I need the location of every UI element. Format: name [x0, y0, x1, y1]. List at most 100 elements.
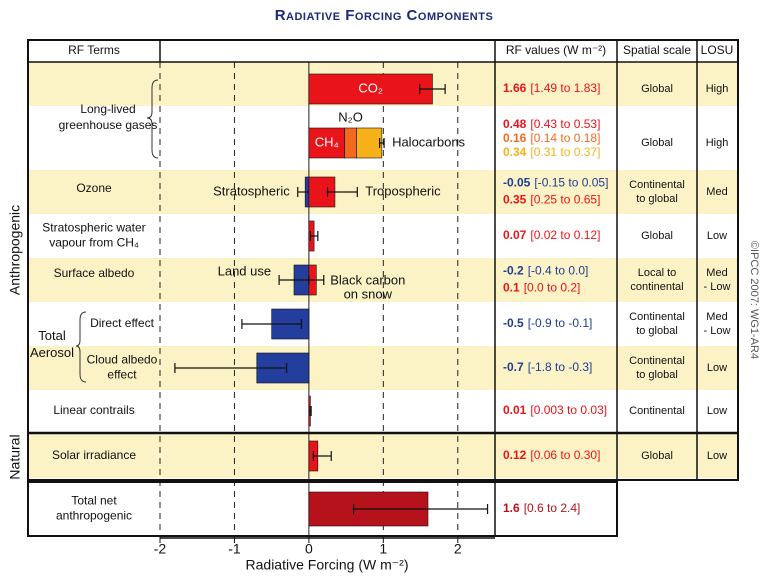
bar-label: Black carbon	[330, 272, 405, 287]
rf-value: -0.05 [-0.15 to 0.05]	[503, 176, 608, 190]
rf-value-number: 0.12	[503, 448, 527, 462]
rf-value: 1.6 [0.6 to 2.4]	[503, 501, 580, 515]
rf-value-range: [-0.15 to 0.05]	[534, 176, 608, 190]
spatial-scale: Global	[641, 450, 673, 462]
bar-label: Halocarbons	[392, 134, 465, 149]
spatial-scale: Global	[641, 83, 673, 95]
group-label: greenhouse gases	[59, 118, 158, 132]
bar-label: CO₂	[358, 80, 383, 95]
bar-label: Stratospheric	[213, 183, 290, 198]
rf-value: 0.01 [0.003 to 0.03]	[503, 403, 607, 417]
column-header: LOSU	[701, 43, 734, 57]
rf-value: 0.48 [0.43 to 0.53]	[503, 117, 600, 131]
losu: High	[706, 137, 729, 149]
rf-value-range: [-1.8 to -0.3]	[528, 360, 593, 374]
rf-value-range: [0.0 to 0.2]	[524, 281, 581, 295]
spatial-scale: to global	[636, 193, 678, 205]
bar-label: N₂O	[338, 109, 363, 124]
rf-value-range: [1.49 to 1.83]	[530, 81, 600, 95]
rf-value: 0.1 [0.0 to 0.2]	[503, 281, 580, 295]
rf-value-number: 0.34	[503, 145, 527, 159]
term-label: effect	[107, 368, 137, 382]
rf-value-range: [0.25 to 0.65]	[530, 193, 600, 207]
x-tick-label: 1	[379, 541, 387, 557]
spatial-scale: Continental	[629, 179, 685, 191]
rf-value-range: [0.31 to 0.37]	[530, 145, 600, 159]
group-label: Aerosol	[30, 345, 74, 360]
rf-value-number: 0.07	[503, 228, 527, 242]
spatial-scale: to global	[636, 325, 678, 337]
rf-value-range: [-0.4 to 0.0]	[528, 264, 589, 278]
rf-value: 0.07 [0.02 to 0.12]	[503, 228, 600, 242]
x-axis-label: Radiative Forcing (W m⁻²)	[246, 557, 409, 573]
table-frame	[27, 39, 739, 481]
spatial-scale: Local to	[638, 267, 677, 279]
term-label: Stratospheric water	[42, 221, 145, 235]
rf-value-range: [0.6 to 2.4]	[524, 501, 581, 515]
x-tick-label: -1	[228, 541, 241, 557]
spatial-scale: Global	[641, 230, 673, 242]
losu: Low	[707, 450, 727, 462]
losu: - Low	[704, 281, 731, 293]
rf-value-number: 1.66	[503, 81, 527, 95]
rf-value-number: 0.16	[503, 131, 527, 145]
bar	[308, 73, 433, 105]
spatial-scale: Continental	[629, 311, 685, 323]
rf-value: 1.66 [1.49 to 1.83]	[503, 81, 600, 95]
rf-value: 0.35 [0.25 to 0.65]	[503, 193, 600, 207]
term-label: Linear contrails	[53, 403, 134, 417]
rf-value: -0.2 [-0.4 to 0.0]	[503, 264, 588, 278]
bar-label: CH₄	[315, 134, 339, 149]
spatial-scale: Global	[641, 137, 673, 149]
rf-value-range: [0.43 to 0.53]	[530, 117, 600, 131]
losu: Med	[706, 186, 727, 198]
side-label: Natural	[7, 434, 23, 479]
bar	[308, 127, 345, 159]
column-header: RF values (W m⁻²)	[506, 43, 606, 57]
brace	[75, 311, 87, 383]
rf-value-number: -0.05	[503, 176, 531, 190]
term-label: Solar irradiance	[52, 448, 136, 462]
term-label: Ozone	[76, 181, 112, 195]
losu: Low	[707, 405, 727, 417]
side-label: Anthropogenic	[7, 205, 23, 295]
credit: ©IPCC 2007: WG1-AR4	[748, 241, 760, 359]
bar-label: Tropospheric	[365, 183, 441, 198]
term-label: Surface albedo	[54, 266, 135, 280]
x-tick-label: -2	[154, 541, 167, 557]
brace	[146, 79, 159, 159]
x-tick-label: 2	[454, 541, 462, 557]
bar	[344, 127, 357, 159]
spatial-scale: to global	[636, 369, 678, 381]
group-label: Total	[38, 328, 66, 343]
spatial-scale: continental	[630, 281, 683, 293]
rf-value-number: 0.48	[503, 117, 527, 131]
rf-value: 0.16 [0.14 to 0.18]	[503, 131, 600, 145]
rf-value: 0.34 [0.31 to 0.37]	[503, 145, 600, 159]
rf-value-range: [-0.9 to -0.1]	[528, 316, 593, 330]
column-header: RF Terms	[68, 43, 120, 57]
term-label: anthropogenic	[56, 509, 132, 523]
rf-value-number: 0.01	[503, 403, 527, 417]
spatial-scale: Continental	[629, 355, 685, 367]
total-frame	[27, 481, 618, 537]
chart-title: Radiative Forcing Components	[275, 7, 494, 24]
column-header: Spatial scale	[623, 43, 691, 57]
rf-value-range: [0.003 to 0.03]	[530, 403, 607, 417]
x-tick-label: 0	[305, 541, 313, 557]
losu: Med	[706, 267, 727, 279]
rf-value-range: [0.06 to 0.30]	[530, 448, 600, 462]
rf-value-number: -0.5	[503, 316, 524, 330]
group-label: Long-lived	[80, 102, 135, 116]
losu: Med	[706, 311, 727, 323]
rf-value: -0.5 [-0.9 to -0.1]	[503, 316, 592, 330]
bar	[356, 127, 383, 159]
term-label: Cloud albedo	[87, 353, 158, 367]
spatial-scale: Continental	[629, 405, 685, 417]
rf-value-number: 0.35	[503, 193, 527, 207]
rf-value-range: [0.14 to 0.18]	[530, 131, 600, 145]
rf-value-number: -0.2	[503, 264, 524, 278]
term-label: vapour from CH₄	[49, 236, 139, 250]
rf-value: -0.7 [-1.8 to -0.3]	[503, 360, 592, 374]
